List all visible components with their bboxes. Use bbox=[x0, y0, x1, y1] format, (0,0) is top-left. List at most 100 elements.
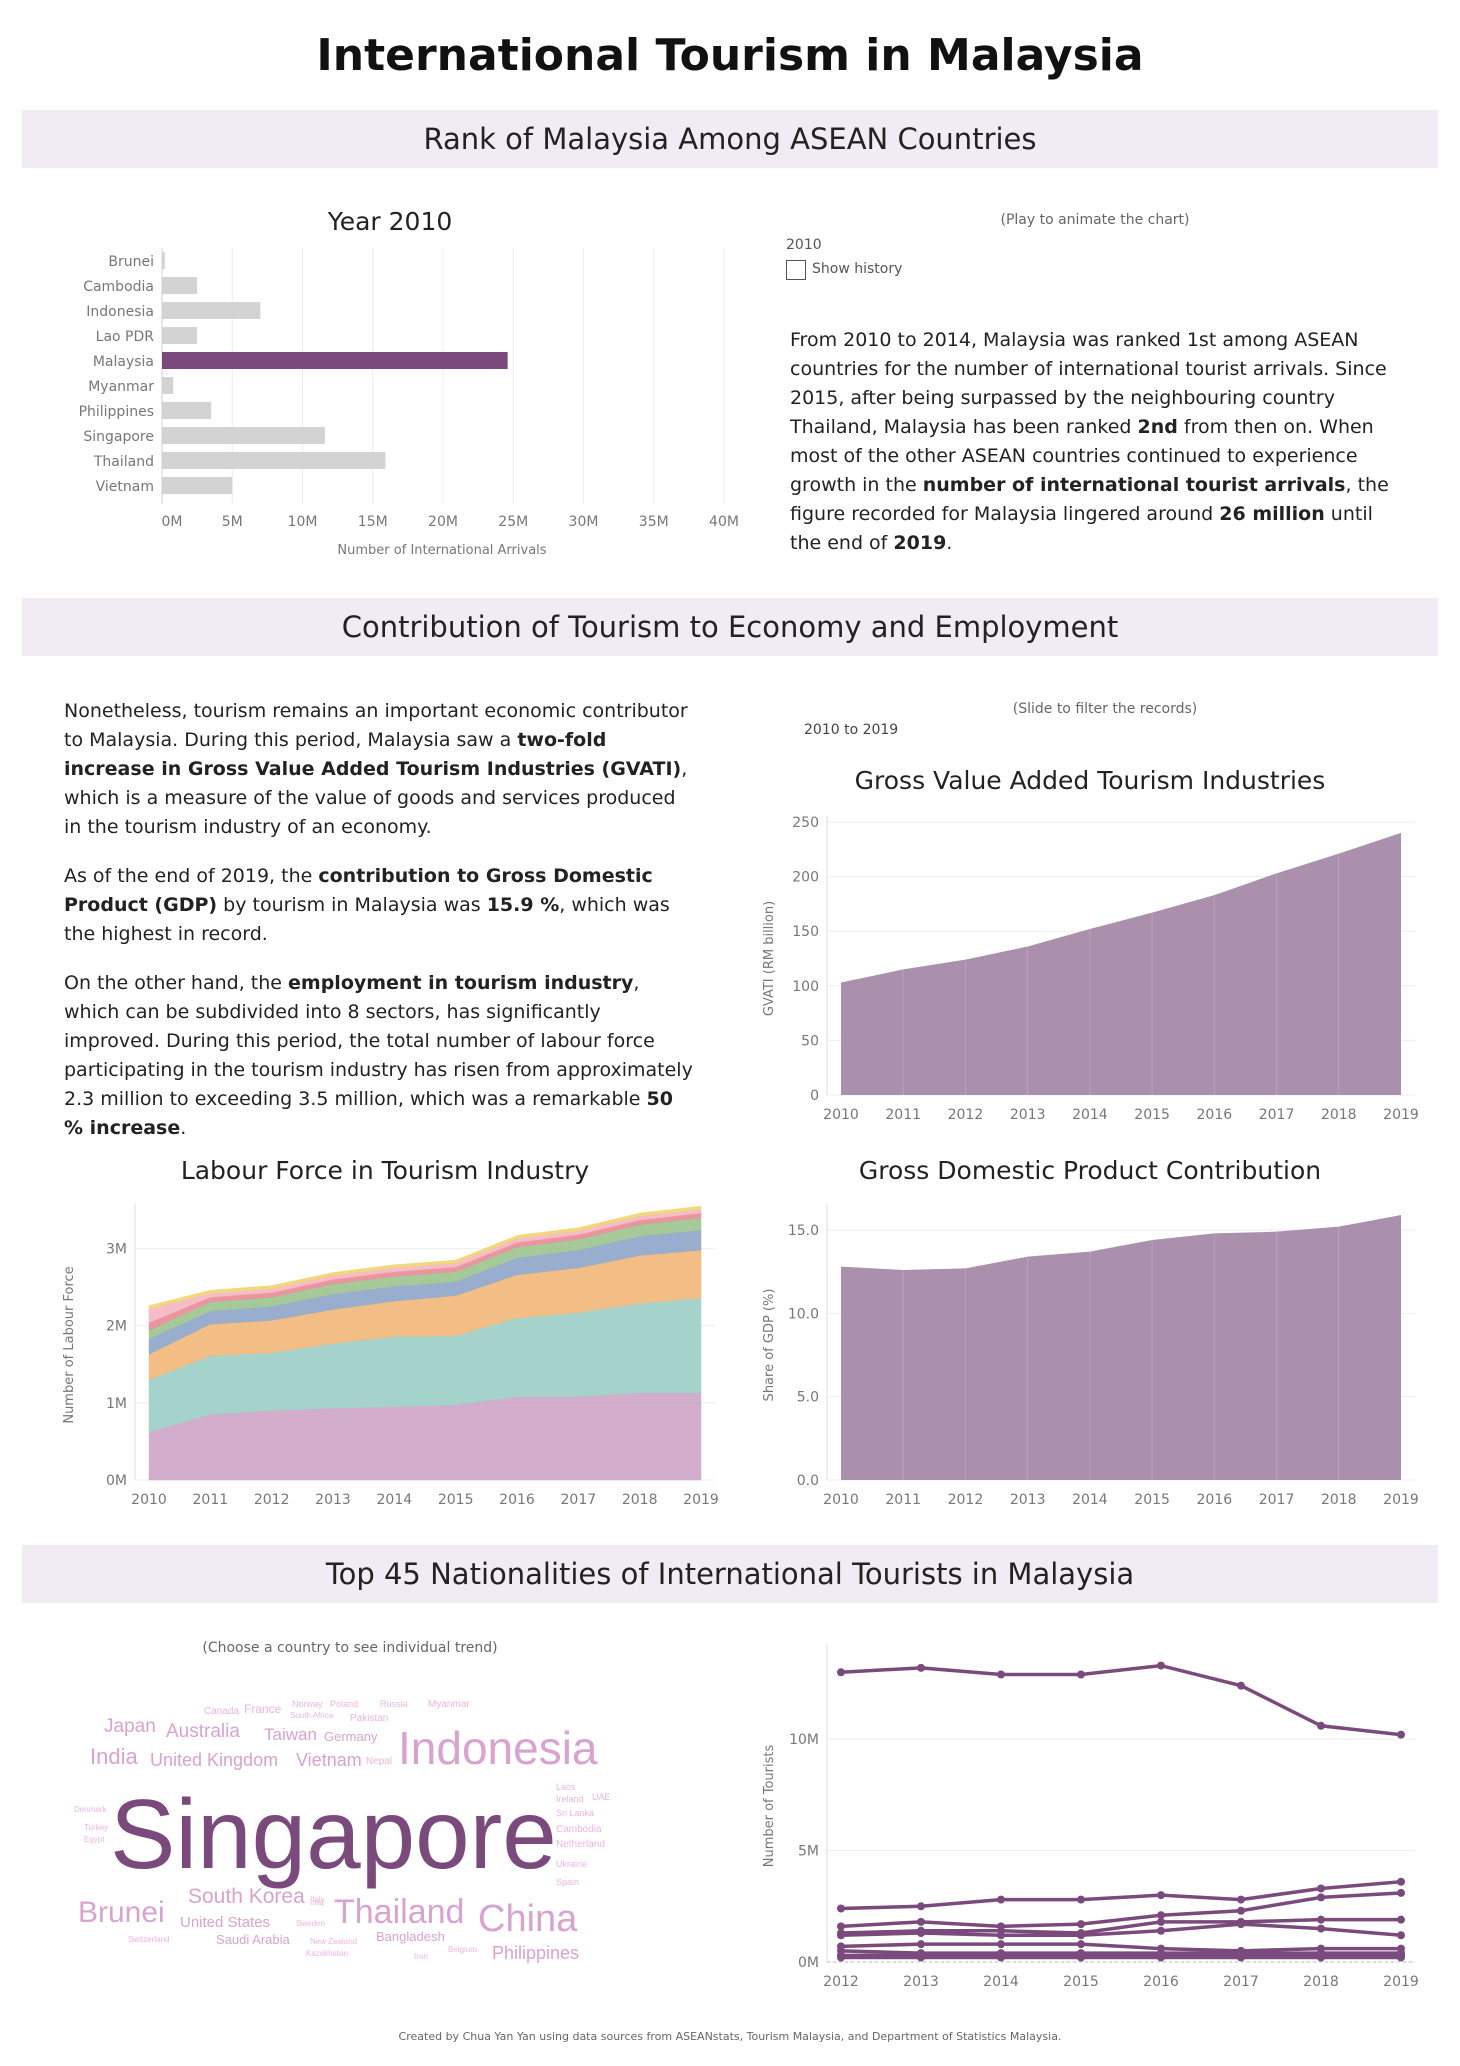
country-trend-point[interactable] bbox=[1077, 1670, 1085, 1679]
wordcloud-country-canada[interactable]: Canada bbox=[204, 1706, 240, 1717]
bar-lao-pdr[interactable] bbox=[162, 327, 198, 344]
wordcloud-country-united-kingdom[interactable]: United Kingdom bbox=[150, 1750, 279, 1770]
wordcloud-country-cambodia[interactable]: Cambodia bbox=[556, 1824, 602, 1835]
wordcloud-country-india[interactable]: India bbox=[90, 1744, 138, 1769]
country-trend-point[interactable] bbox=[1317, 1884, 1325, 1893]
wordcloud-country-switzerland[interactable]: Switzerland bbox=[128, 1935, 170, 1944]
country-trend-point[interactable] bbox=[1397, 1730, 1405, 1739]
wordcloud-country-russia[interactable]: Russia bbox=[380, 1699, 408, 1709]
bar-thailand[interactable] bbox=[162, 452, 386, 469]
bar-brunei[interactable] bbox=[162, 252, 165, 269]
country-trend-point[interactable] bbox=[1237, 1681, 1245, 1690]
country-trend-point[interactable] bbox=[1157, 1926, 1165, 1935]
wordcloud-country-italy[interactable]: Italy bbox=[310, 1895, 325, 1904]
country-trend-point[interactable] bbox=[1157, 1917, 1165, 1926]
country-trend-point[interactable] bbox=[837, 1904, 845, 1913]
bar-singapore[interactable] bbox=[162, 427, 325, 444]
country-trend-point[interactable] bbox=[1077, 1920, 1085, 1929]
country-trend-point[interactable] bbox=[1317, 1953, 1325, 1962]
country-trend-point[interactable] bbox=[837, 1931, 845, 1940]
country-trend-point[interactable] bbox=[1157, 1891, 1165, 1900]
wordcloud-country-china[interactable]: China bbox=[478, 1898, 578, 1940]
country-trend-point[interactable] bbox=[997, 1931, 1005, 1940]
wordcloud-country-norway[interactable]: Norway bbox=[292, 1699, 323, 1709]
wordcloud-country-iraq[interactable]: Iraq bbox=[310, 1898, 324, 1907]
bar-cambodia[interactable] bbox=[162, 277, 198, 294]
country-trend-line-1[interactable] bbox=[840, 1663, 1402, 1737]
country-trend-point[interactable] bbox=[1317, 1924, 1325, 1933]
country-trend-point[interactable] bbox=[1397, 1877, 1405, 1886]
country-trend-point[interactable] bbox=[1317, 1915, 1325, 1924]
wordcloud-country-new-zealand[interactable]: New Zealand bbox=[310, 1937, 358, 1946]
bar-indonesia[interactable] bbox=[162, 302, 261, 319]
country-trend-point[interactable] bbox=[837, 1922, 845, 1931]
country-trend-point[interactable] bbox=[917, 1902, 925, 1911]
country-trend-point[interactable] bbox=[917, 1663, 925, 1672]
wordcloud-country-philippines[interactable]: Philippines bbox=[492, 1943, 580, 1963]
wordcloud-country-laos[interactable]: Laos bbox=[556, 1782, 576, 1792]
country-trend-line-6[interactable] bbox=[840, 1942, 1401, 1953]
wordcloud-country-myanmar[interactable]: Myanmar bbox=[428, 1699, 470, 1710]
country-trend-point[interactable] bbox=[837, 1668, 845, 1677]
country-trend-point[interactable] bbox=[917, 1917, 925, 1926]
country-trend-point[interactable] bbox=[1397, 1915, 1405, 1924]
country-trend-line-4[interactable] bbox=[840, 1917, 1401, 1935]
bar-vietnam[interactable] bbox=[162, 477, 233, 494]
wordcloud-country-brunei[interactable]: Brunei bbox=[78, 1896, 165, 1929]
wordcloud-country-singapore[interactable]: Singapore bbox=[110, 1779, 557, 1889]
wordcloud-country-taiwan[interactable]: Taiwan bbox=[264, 1725, 317, 1744]
wordcloud-country-australia[interactable]: Australia bbox=[166, 1721, 240, 1742]
wordcloud-country-spain[interactable]: Spain bbox=[556, 1877, 580, 1887]
bar-myanmar[interactable] bbox=[162, 377, 174, 394]
show-history-checkbox[interactable] bbox=[786, 260, 806, 280]
country-trend-point[interactable] bbox=[1077, 1940, 1085, 1949]
wordcloud-country-bangladesh[interactable]: Bangladesh bbox=[376, 1929, 445, 1944]
wordcloud-country-south-korea[interactable]: South Korea bbox=[188, 1885, 305, 1908]
wordcloud-country-netherland[interactable]: Netherland bbox=[556, 1839, 605, 1850]
wordcloud-country-belgium[interactable]: Belgium bbox=[448, 1945, 477, 1954]
wordcloud-country-france[interactable]: France bbox=[244, 1702, 282, 1716]
country-trend-point[interactable] bbox=[1157, 1953, 1165, 1962]
country-trend-point[interactable] bbox=[997, 1940, 1005, 1949]
country-trend-point[interactable] bbox=[1317, 1893, 1325, 1902]
wordcloud-country-egypt[interactable]: Egypt bbox=[84, 1835, 105, 1844]
country-trend-line-3[interactable] bbox=[840, 1891, 1402, 1929]
wordcloud-country-iran[interactable]: Iran bbox=[414, 1952, 428, 1961]
country-trend-point[interactable] bbox=[997, 1953, 1005, 1962]
country-trend-point[interactable] bbox=[917, 1929, 925, 1938]
country-trend-point[interactable] bbox=[1237, 1920, 1245, 1929]
wordcloud-country-saudi-arabia[interactable]: Saudi Arabia bbox=[216, 1932, 290, 1947]
gvati-area[interactable] bbox=[841, 832, 1401, 1095]
country-trend-point[interactable] bbox=[1077, 1953, 1085, 1962]
wordcloud-country-germany[interactable]: Germany bbox=[324, 1729, 378, 1744]
wordcloud-country-denmark[interactable]: Denmark bbox=[74, 1805, 107, 1814]
country-trend-line-7[interactable] bbox=[840, 1949, 1401, 1955]
wordcloud-country-sri-lanka[interactable]: Sri Lanka bbox=[556, 1808, 595, 1818]
country-trend-point[interactable] bbox=[1157, 1911, 1165, 1920]
country-trend-point[interactable] bbox=[1317, 1721, 1325, 1730]
wordcloud-country-ukraine[interactable]: Ukraine bbox=[556, 1859, 588, 1869]
country-trend-line-5[interactable] bbox=[840, 1922, 1402, 1938]
country-trend-point[interactable] bbox=[1237, 1953, 1245, 1962]
wordcloud-country-kazakhstan[interactable]: Kazakhstan bbox=[306, 1949, 348, 1958]
wordcloud-country-turkey[interactable]: Turkey bbox=[84, 1823, 109, 1832]
country-trend-point[interactable] bbox=[1237, 1895, 1245, 1904]
wordcloud-country-united-states[interactable]: United States bbox=[180, 1914, 271, 1931]
wordcloud-country-indonesia[interactable]: Indonesia bbox=[398, 1722, 598, 1774]
wordcloud-country-vietnam[interactable]: Vietnam bbox=[296, 1750, 362, 1770]
wordcloud-country-pakistan[interactable]: Pakistan bbox=[350, 1713, 389, 1724]
wordcloud-country-japan[interactable]: Japan bbox=[104, 1716, 156, 1737]
country-trend-point[interactable] bbox=[1157, 1661, 1165, 1670]
country-trend-point[interactable] bbox=[917, 1953, 925, 1962]
wordcloud-country-poland[interactable]: Poland bbox=[330, 1699, 359, 1709]
bar-philippines[interactable] bbox=[162, 402, 212, 419]
labour-sector-area-8[interactable] bbox=[148, 1205, 702, 1310]
country-trend-line-2[interactable] bbox=[840, 1880, 1402, 1911]
country-trend-point[interactable] bbox=[1077, 1931, 1085, 1940]
country-trend-point[interactable] bbox=[997, 1670, 1005, 1679]
wordcloud-country-nepal[interactable]: Nepal bbox=[366, 1756, 393, 1767]
country-trend-point[interactable] bbox=[1397, 1888, 1405, 1897]
wordcloud-country-south-africa[interactable]: South Africa bbox=[290, 1711, 334, 1720]
wordcloud-country-uae[interactable]: UAE bbox=[592, 1792, 611, 1802]
year-range-slider[interactable]: 2010 to 2019 bbox=[804, 722, 899, 738]
